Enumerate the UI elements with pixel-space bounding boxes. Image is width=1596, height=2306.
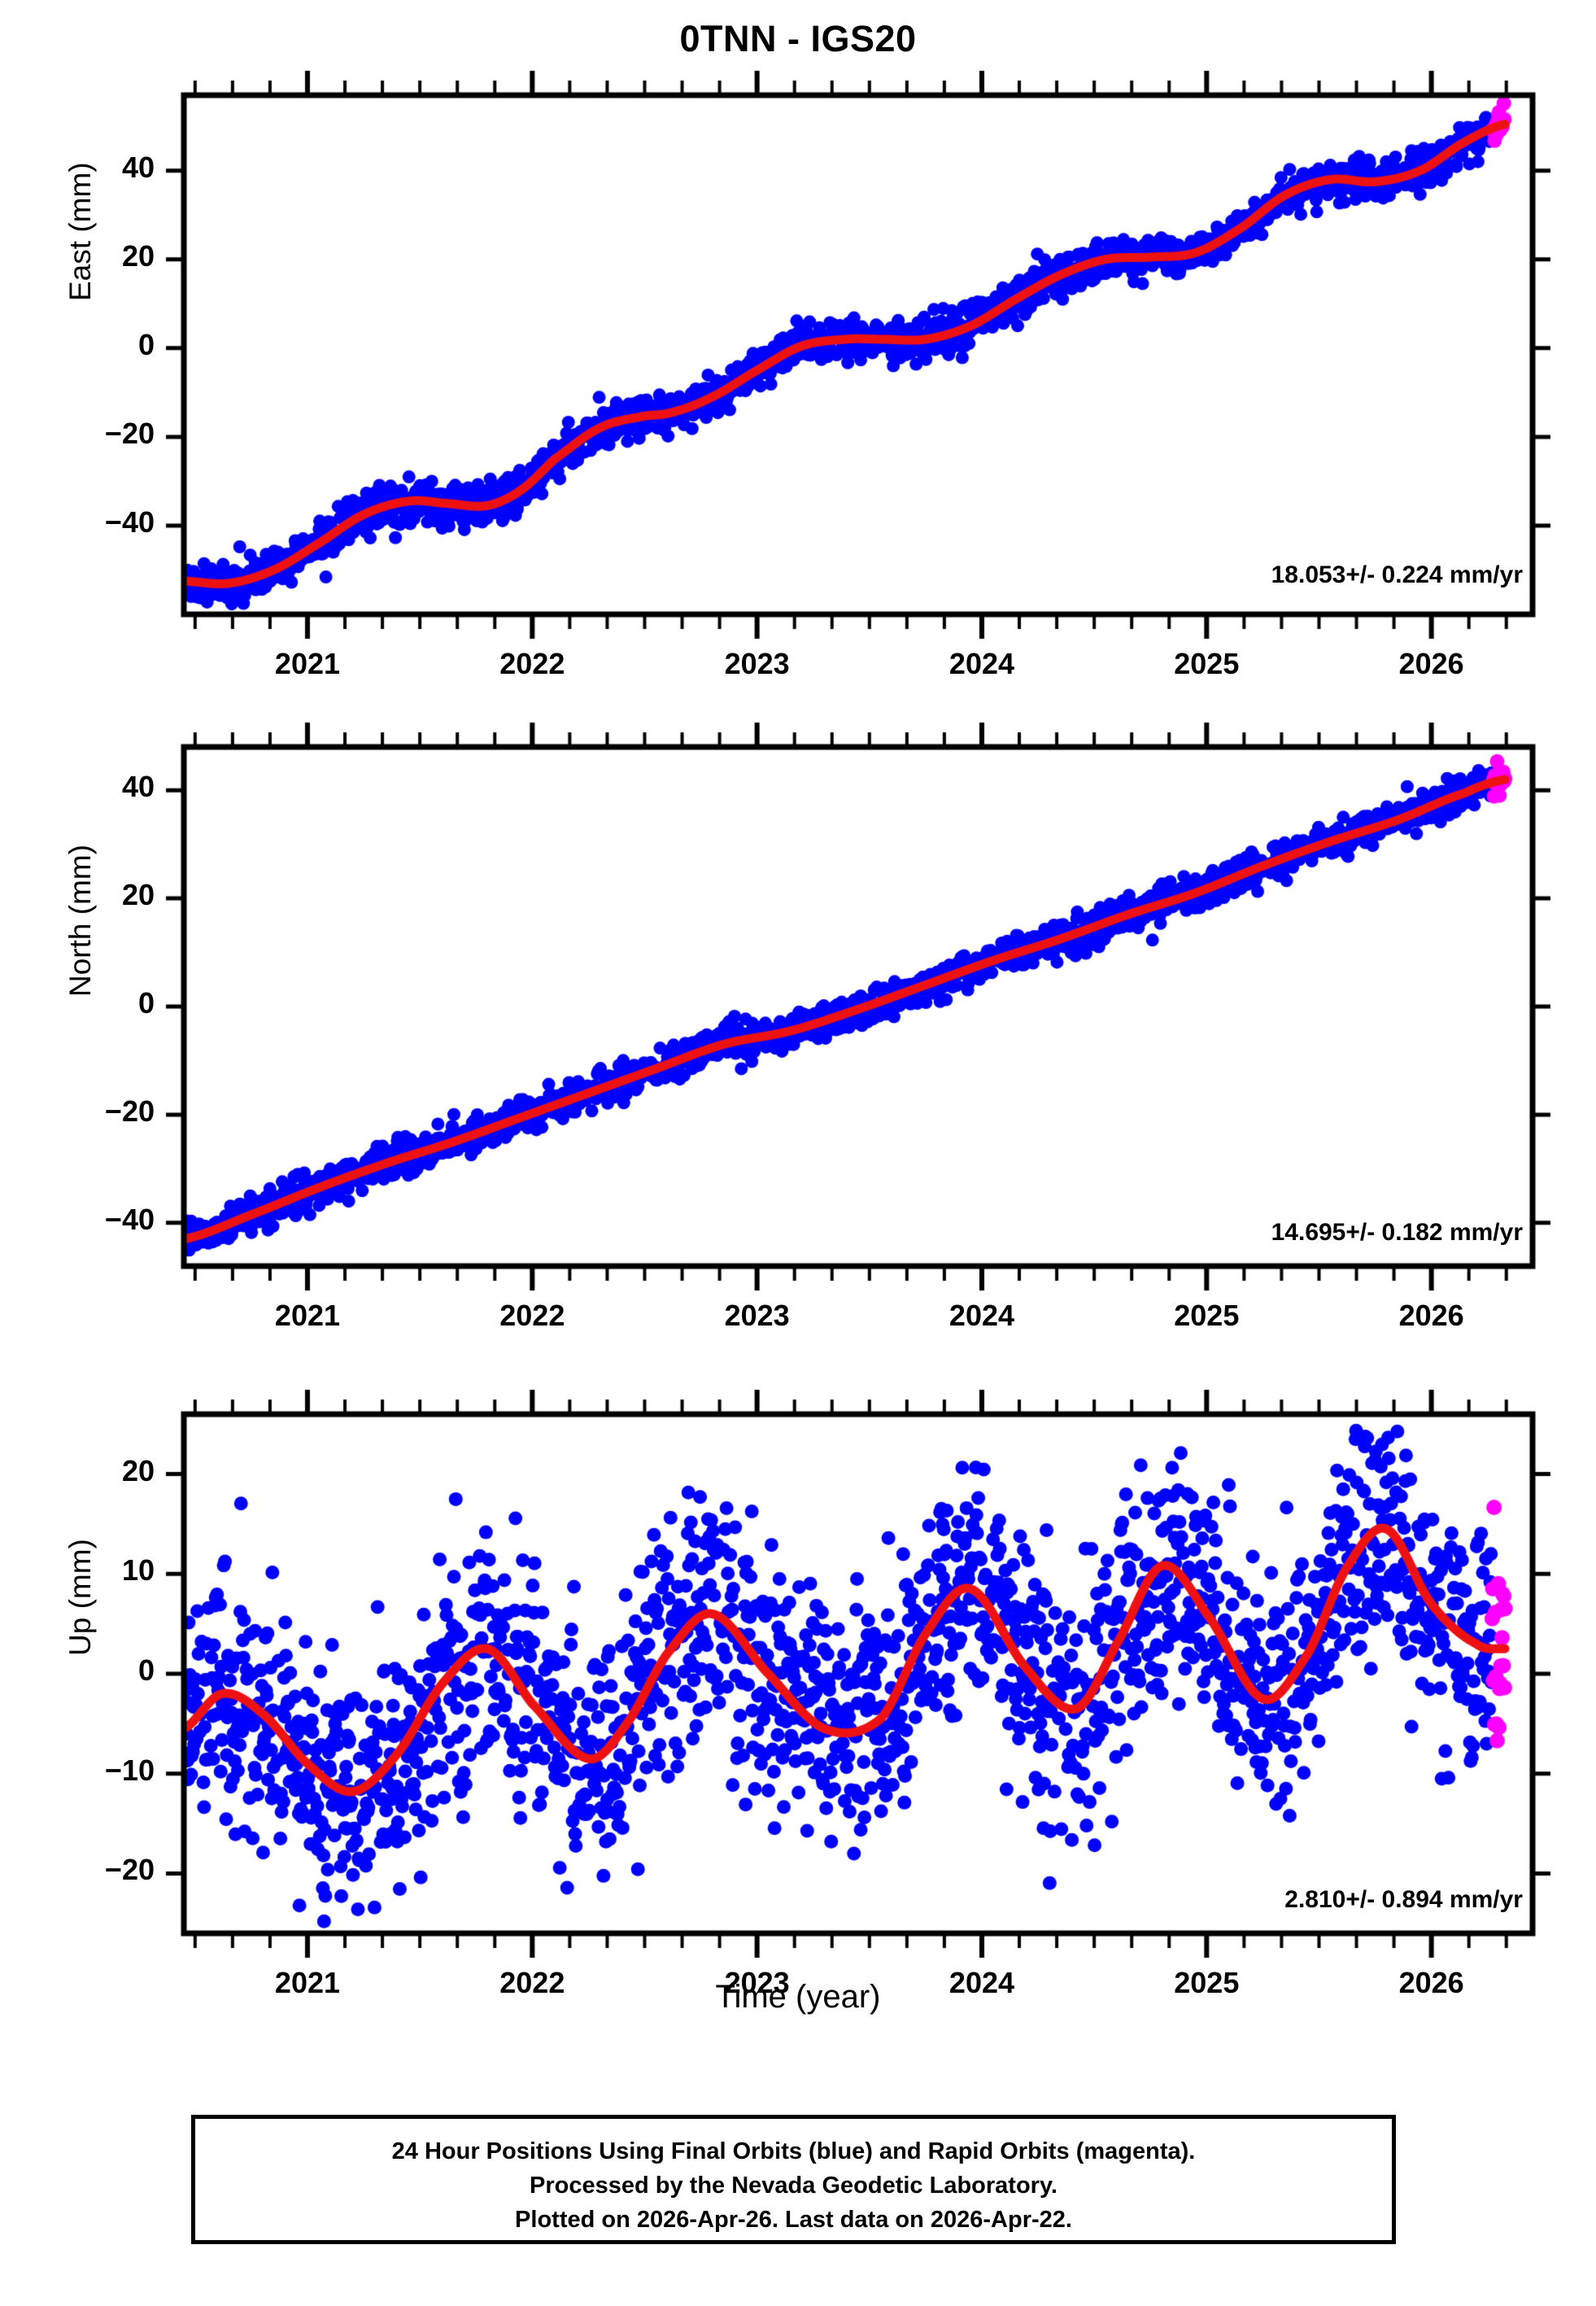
caption-line-3: Plotted on 2026-Apr-26. Last data on 202… <box>515 2207 1072 2233</box>
caption-line-2: Processed by the Nevada Geodetic Laborat… <box>530 2173 1057 2199</box>
caption-box: 24 Hour Positions Using Final Orbits (bl… <box>191 2115 1396 2244</box>
caption-line-1: 24 Hour Positions Using Final Orbits (bl… <box>391 2138 1196 2164</box>
